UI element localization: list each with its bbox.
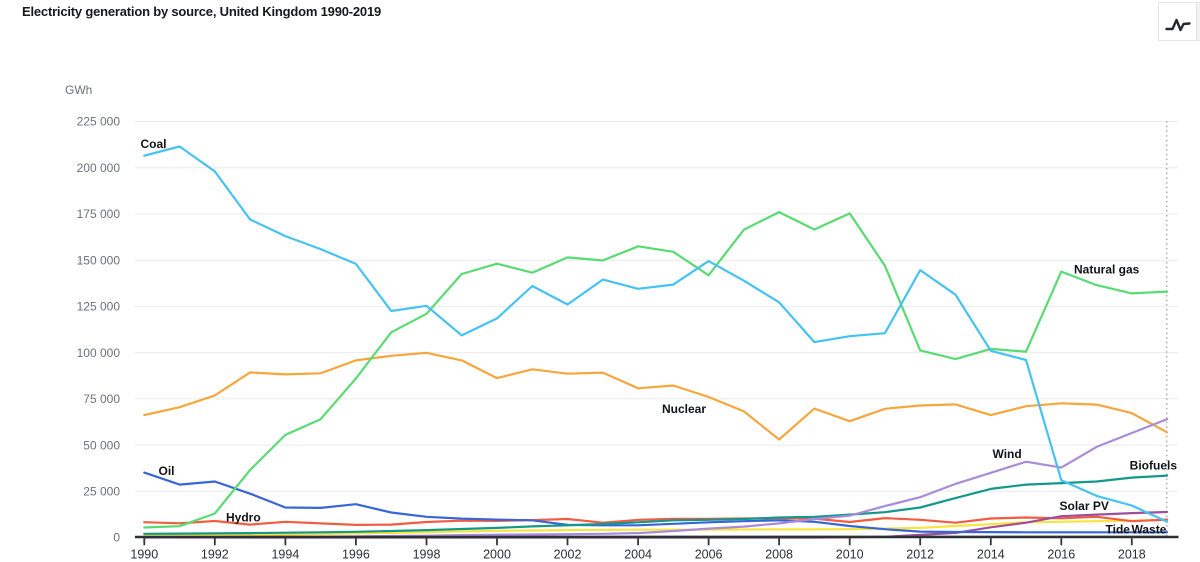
svg-text:2012: 2012 <box>906 548 934 562</box>
svg-text:GWh: GWh <box>65 83 92 97</box>
svg-text:Natural gas: Natural gas <box>1074 263 1140 277</box>
svg-text:1996: 1996 <box>342 548 370 562</box>
svg-text:Wind: Wind <box>993 447 1022 461</box>
svg-text:175 000: 175 000 <box>77 207 121 221</box>
svg-text:50 000: 50 000 <box>83 438 120 452</box>
svg-text:Coal: Coal <box>141 137 167 151</box>
svg-text:Solar PV: Solar PV <box>1060 499 1109 513</box>
svg-text:2004: 2004 <box>624 548 652 562</box>
svg-text:125 000: 125 000 <box>77 300 121 314</box>
svg-text:2016: 2016 <box>1047 548 1075 562</box>
svg-text:0: 0 <box>113 531 120 545</box>
svg-text:150 000: 150 000 <box>77 253 121 267</box>
svg-text:2014: 2014 <box>977 548 1005 562</box>
svg-text:25 000: 25 000 <box>83 485 120 499</box>
svg-text:2006: 2006 <box>695 548 723 562</box>
svg-text:225 000: 225 000 <box>77 115 121 129</box>
svg-text:Biofuels: Biofuels <box>1130 459 1178 473</box>
svg-text:Waste: Waste <box>1132 523 1167 537</box>
svg-text:1998: 1998 <box>413 548 441 562</box>
svg-text:2008: 2008 <box>765 548 793 562</box>
svg-text:2018: 2018 <box>1118 548 1146 562</box>
svg-text:200 000: 200 000 <box>77 161 121 175</box>
svg-text:1992: 1992 <box>201 548 229 562</box>
svg-text:Oil: Oil <box>159 464 175 478</box>
svg-text:2010: 2010 <box>836 548 864 562</box>
svg-text:Hydro: Hydro <box>226 511 261 525</box>
svg-text:2002: 2002 <box>554 548 582 562</box>
svg-text:1994: 1994 <box>271 548 299 562</box>
svg-text:Tide: Tide <box>1106 523 1131 537</box>
svg-text:2000: 2000 <box>483 548 511 562</box>
svg-text:100 000: 100 000 <box>77 346 121 360</box>
svg-text:75 000: 75 000 <box>83 392 120 406</box>
svg-text:1990: 1990 <box>130 548 158 562</box>
svg-text:Nuclear: Nuclear <box>662 402 706 416</box>
